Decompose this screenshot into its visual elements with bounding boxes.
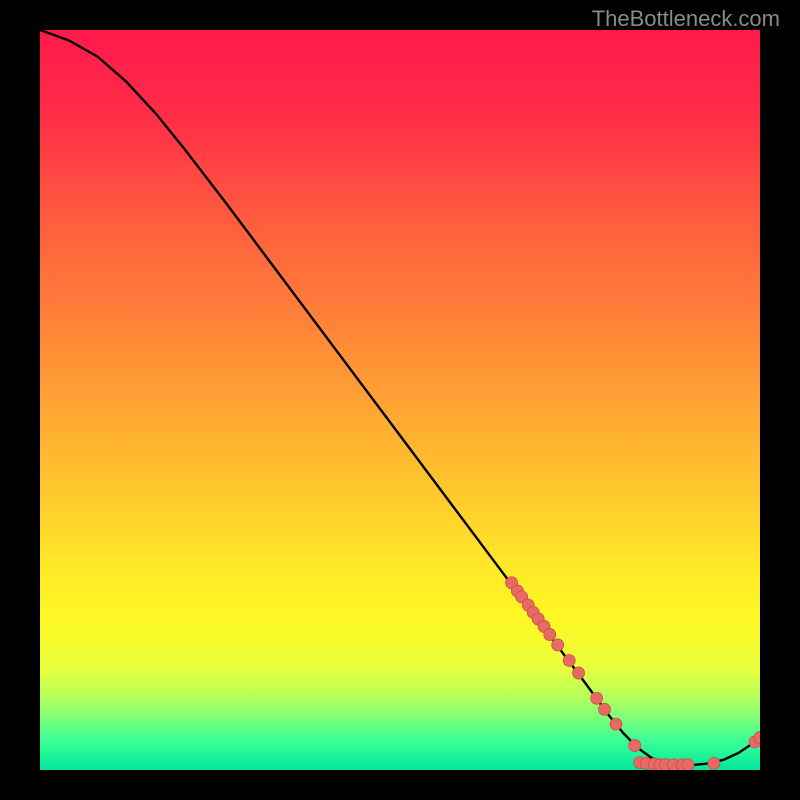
data-marker [573,667,585,679]
data-marker [629,740,641,752]
data-marker [563,654,575,666]
data-marker [610,718,622,730]
chart-plot-area [40,30,760,770]
data-marker [591,692,603,704]
marker-group [506,577,760,770]
data-marker [682,759,694,770]
data-marker [544,629,556,641]
chart-curve-layer [40,30,760,770]
data-marker [708,757,720,769]
data-marker [552,639,564,651]
data-marker [598,703,610,715]
watermark-text: TheBottleneck.com [592,6,780,32]
bottleneck-curve [40,30,760,765]
